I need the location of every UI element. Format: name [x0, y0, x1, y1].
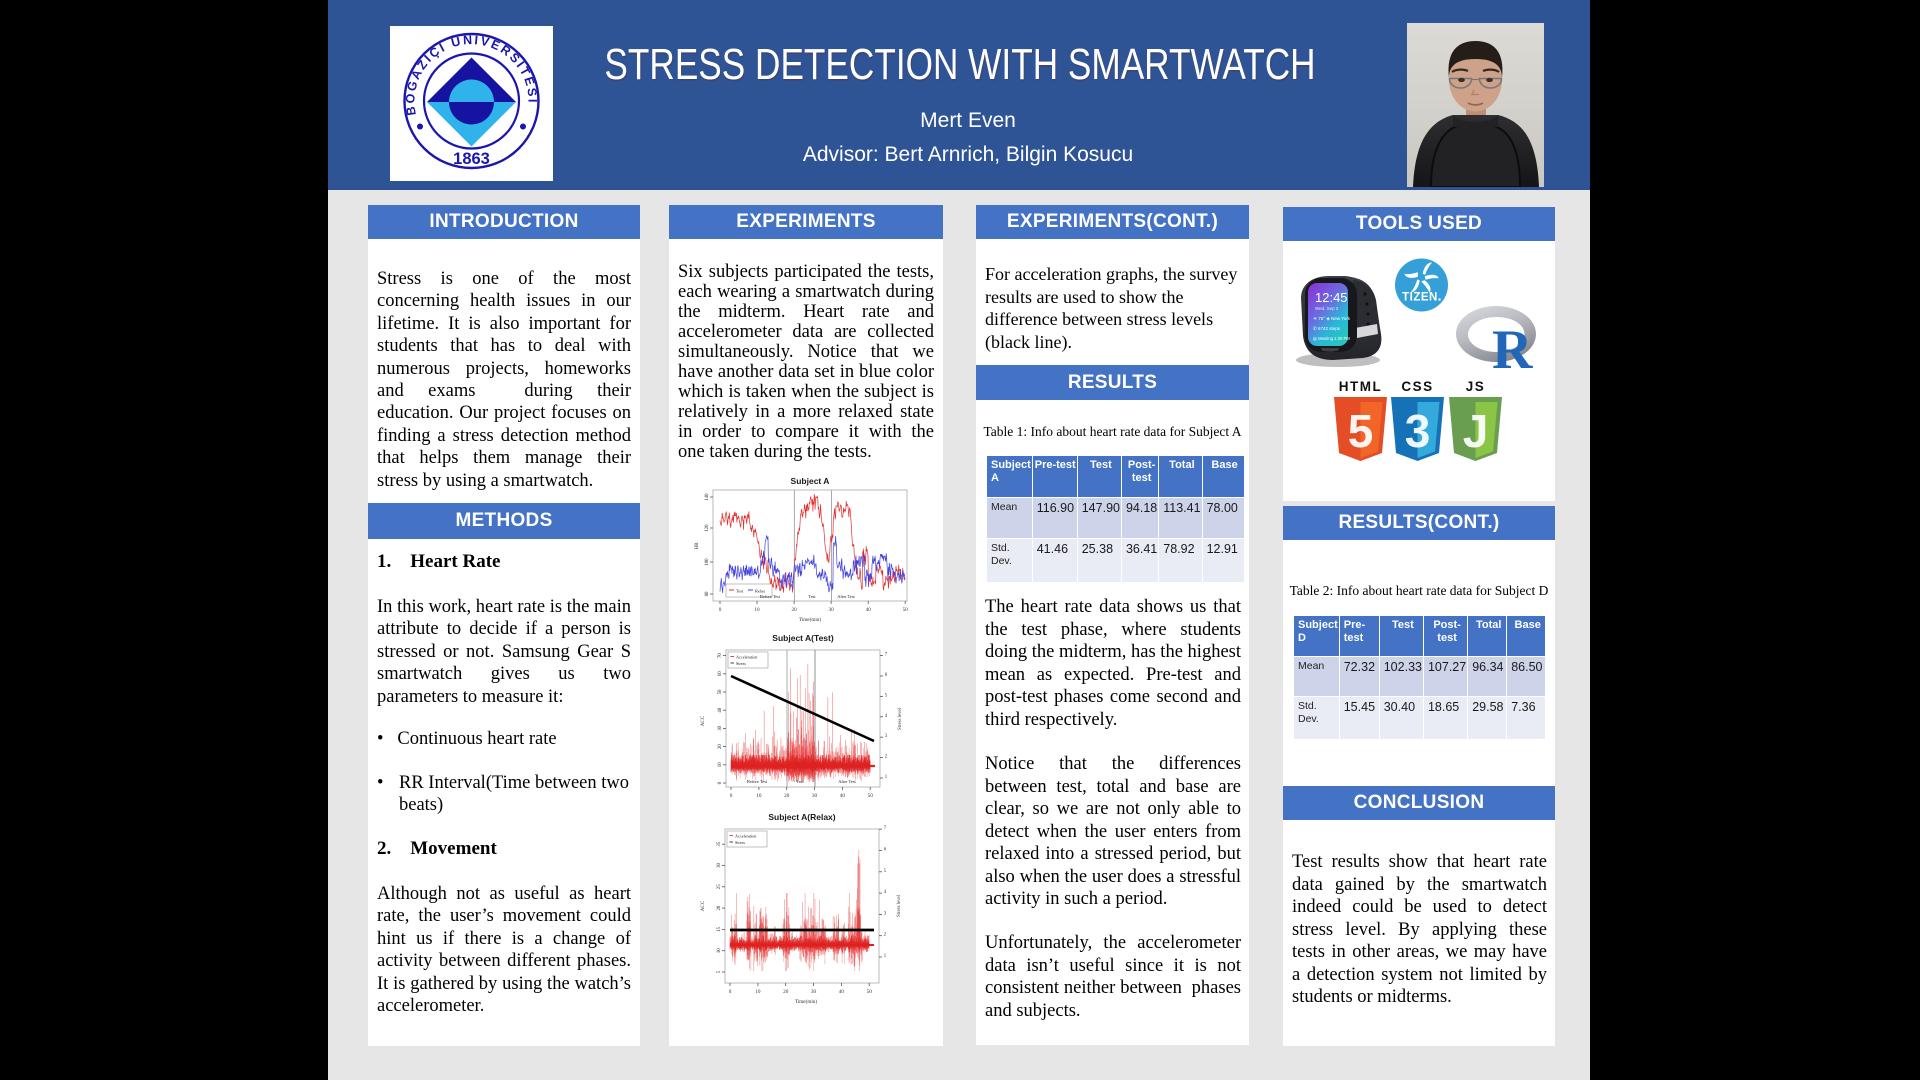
svg-text:50: 50	[867, 989, 873, 995]
svg-text:✆ 6742 steps: ✆ 6742 steps	[1313, 326, 1341, 331]
svg-text:Stress: Stress	[735, 840, 745, 845]
svg-text:35: 35	[717, 841, 722, 846]
svg-text:3: 3	[1405, 405, 1431, 457]
svg-text:Test: Test	[808, 594, 816, 599]
svg-text:R: R	[1492, 319, 1533, 370]
svg-text:1: 1	[885, 775, 888, 780]
svg-text:4: 4	[885, 714, 888, 719]
svg-text:20: 20	[717, 905, 722, 910]
svg-text:50: 50	[718, 689, 723, 694]
svg-text:20: 20	[783, 989, 789, 995]
svg-text:5: 5	[1348, 405, 1374, 457]
svg-text:20: 20	[792, 607, 798, 613]
svg-text:TIZEN: TIZEN	[1402, 292, 1438, 304]
svg-text:Wed, Sep 2: Wed, Sep 2	[1315, 306, 1339, 311]
svg-text:2: 2	[884, 933, 887, 938]
svg-text:Before Test: Before Test	[747, 779, 768, 784]
svg-text:0: 0	[718, 781, 723, 784]
svg-text:20: 20	[718, 744, 723, 749]
svg-text:▤ Meeting 1:30 PM: ▤ Meeting 1:30 PM	[1313, 336, 1350, 341]
svg-text:HR: HR	[694, 542, 700, 550]
svg-text:10: 10	[754, 607, 760, 613]
svg-text:120: 120	[705, 524, 710, 532]
svg-text:30: 30	[811, 989, 817, 995]
svg-text:5: 5	[885, 693, 888, 698]
svg-text:50: 50	[903, 607, 909, 613]
svg-text:3: 3	[884, 911, 887, 916]
svg-text:J: J	[1463, 405, 1489, 457]
svg-text:12:45: 12:45	[1315, 290, 1348, 305]
svg-text:7: 7	[884, 826, 887, 831]
svg-text:40: 40	[866, 607, 872, 613]
svg-text:140: 140	[705, 493, 710, 501]
svg-text:20: 20	[784, 793, 790, 799]
svg-text:Test: Test	[796, 779, 804, 784]
svg-text:Subject A: Subject A	[791, 476, 830, 486]
svg-text:Stress level: Stress level	[898, 707, 903, 730]
svg-text:100: 100	[705, 558, 710, 566]
svg-text:2: 2	[885, 755, 888, 760]
svg-text:0: 0	[730, 793, 733, 799]
svg-text:40: 40	[840, 793, 846, 799]
svg-text:Time(min): Time(min)	[799, 616, 822, 623]
svg-text:☀ 75° ◈ New York: ☀ 75° ◈ New York	[1313, 316, 1351, 321]
svg-text:60: 60	[718, 671, 723, 676]
svg-text:40: 40	[718, 707, 723, 712]
svg-text:Test: Test	[736, 589, 744, 594]
svg-text:6: 6	[885, 673, 888, 678]
svg-text:1: 1	[884, 954, 887, 959]
svg-text:50: 50	[868, 793, 874, 799]
svg-text:80: 80	[705, 591, 710, 596]
svg-text:6: 6	[884, 848, 887, 853]
svg-text:4: 4	[884, 890, 887, 895]
svg-text:Time(min): Time(min)	[795, 998, 818, 1005]
svg-text:Stress: Stress	[736, 661, 746, 666]
svg-text:After Test: After Test	[838, 779, 856, 784]
svg-text:0: 0	[729, 989, 732, 995]
svg-text:ACC: ACC	[700, 900, 706, 911]
svg-text:Subject A(Relax): Subject A(Relax)	[768, 812, 835, 822]
svg-text:Relax: Relax	[755, 589, 766, 594]
svg-text:After Test: After Test	[837, 594, 855, 599]
svg-text:ACC: ACC	[700, 715, 706, 726]
svg-text:3: 3	[885, 734, 888, 739]
svg-text:Subject A(Test): Subject A(Test)	[772, 633, 834, 643]
svg-text:Acceleration: Acceleration	[736, 655, 758, 660]
svg-text:40: 40	[839, 989, 845, 995]
svg-text:30: 30	[717, 863, 722, 868]
svg-text:Acceleration: Acceleration	[735, 834, 757, 839]
svg-text:5: 5	[884, 869, 887, 874]
svg-text:1863: 1863	[453, 150, 490, 168]
svg-text:10: 10	[755, 989, 761, 995]
svg-text:70: 70	[718, 653, 723, 658]
svg-text:30: 30	[829, 607, 835, 613]
svg-text:30: 30	[718, 725, 723, 730]
svg-text:5: 5	[717, 970, 722, 973]
svg-text:10: 10	[718, 762, 723, 767]
svg-text:25: 25	[717, 884, 722, 889]
svg-text:10: 10	[756, 793, 762, 799]
svg-text:Before Test: Before Test	[760, 594, 781, 599]
svg-text:7: 7	[885, 653, 888, 658]
svg-text:Stress level: Stress level	[897, 894, 902, 917]
svg-text:0: 0	[719, 607, 722, 613]
svg-text:10: 10	[717, 948, 722, 953]
svg-text:15: 15	[717, 926, 722, 931]
svg-text:30: 30	[812, 793, 818, 799]
